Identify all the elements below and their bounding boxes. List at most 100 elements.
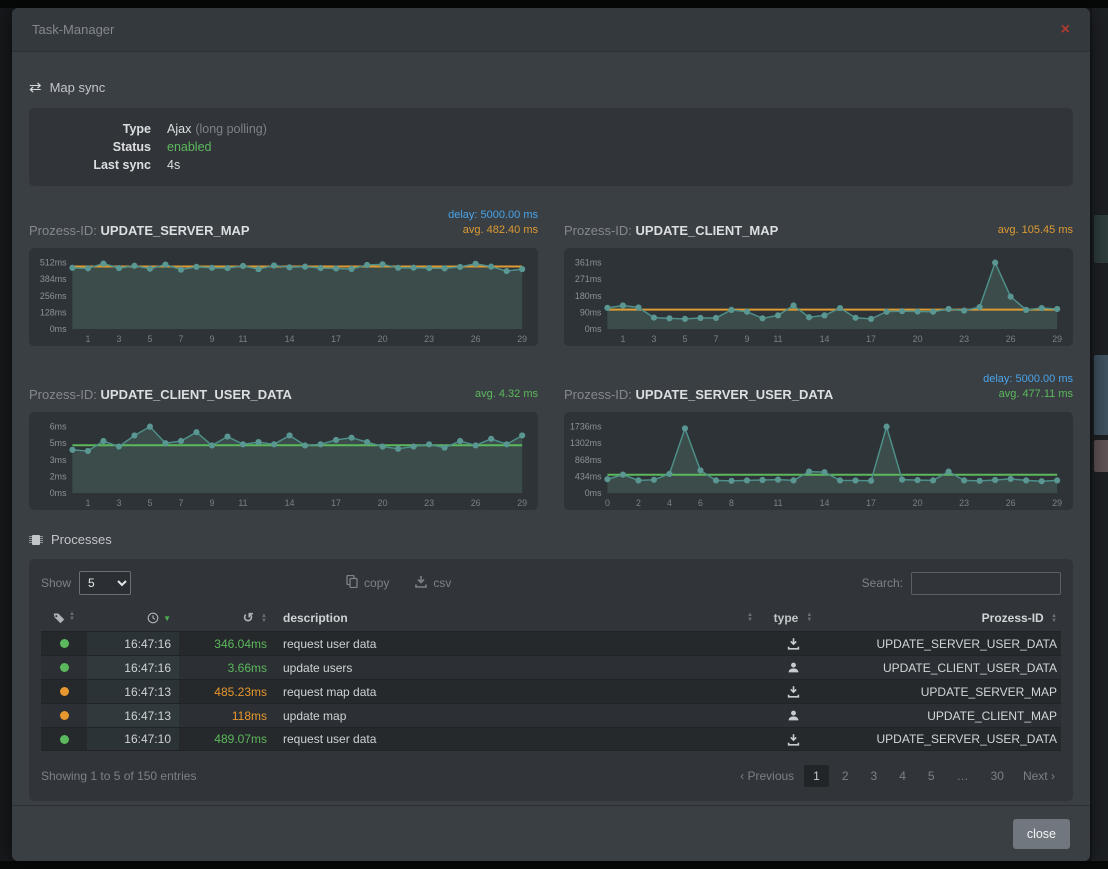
delay-label: delay: 5000.00 ms [983, 372, 1073, 387]
time-cell: 16:47:13 [87, 680, 179, 703]
svg-text:20: 20 [378, 498, 388, 508]
avg-label: avg. 482.40 ms [448, 223, 538, 238]
background-top-bar [0, 0, 1108, 8]
page-button[interactable]: 5 [919, 765, 944, 787]
svg-text:9: 9 [210, 498, 215, 508]
description-cell: request map data [275, 685, 761, 699]
search-label: Search: [862, 576, 903, 590]
page-button[interactable]: 3 [862, 765, 887, 787]
svg-text:868ms: 868ms [575, 455, 602, 465]
svg-text:5: 5 [682, 334, 687, 344]
chart-svg: 6ms5ms3ms2ms0ms1357911141720232629 [31, 414, 534, 508]
svg-text:17: 17 [866, 334, 876, 344]
dialog-body: ⇄ Map sync Type Ajax (long polling) Stat… [12, 52, 1090, 805]
svg-text:20: 20 [378, 334, 388, 344]
background-fragment [1094, 215, 1108, 263]
column-header-duration[interactable]: ↺ ▲▼ [179, 611, 275, 625]
status-cell [41, 687, 87, 696]
type-icon [761, 637, 825, 650]
page-ellipsis: … [948, 765, 978, 787]
svg-text:23: 23 [424, 334, 434, 344]
chart-meta: avg. 105.45 ms [998, 223, 1073, 238]
svg-text:434ms: 434ms [575, 471, 602, 481]
table-row: 16:47:16 346.04ms request user data UPDA… [41, 631, 1061, 655]
chart-meta: delay: 5000.00 ms avg. 482.40 ms [448, 208, 538, 238]
processes-table: ▲▼ ▼ ↺ ▲▼ description ▲▼ type [41, 605, 1061, 751]
map-sync-heading: ⇄ Map sync [29, 78, 1073, 96]
column-header-prozess-id[interactable]: Prozess-ID ▲▼ [825, 611, 1061, 625]
timing-chart: 6ms5ms3ms2ms0ms1357911141720232629 [29, 412, 538, 510]
svg-text:26: 26 [471, 334, 481, 344]
page-button[interactable]: 30 [982, 765, 1013, 787]
duration-cell: 118ms [179, 709, 275, 723]
next-page-button[interactable]: Next › [1017, 765, 1061, 787]
description-cell: request user data [275, 732, 761, 746]
column-header-description[interactable]: description [275, 611, 743, 625]
charts-grid: Prozess-ID: UPDATE_SERVER_MAP delay: 500… [29, 206, 1073, 510]
prozess-id-label: Prozess-ID [982, 611, 1044, 625]
svg-text:2ms: 2ms [50, 471, 67, 481]
chart-svg: 1736ms1302ms868ms434ms0ms024681114172023… [566, 414, 1069, 508]
info-label: Last sync [29, 156, 151, 174]
chart-update-server-user-data: Prozess-ID: UPDATE_SERVER_USER_DATA dela… [564, 370, 1073, 510]
show-label: Show [41, 576, 71, 590]
svg-text:7: 7 [179, 498, 184, 508]
svg-text:5ms: 5ms [50, 438, 67, 448]
status-dot [60, 735, 69, 744]
chart-meta: delay: 5000.00 ms avg. 477.11 ms [983, 372, 1073, 402]
svg-text:4: 4 [667, 498, 672, 508]
svg-text:14: 14 [820, 334, 830, 344]
table-controls: Show 5 copy csv Search: [41, 571, 1061, 595]
page-length-select[interactable]: 5 [79, 571, 131, 595]
chart-svg: 512ms384ms256ms128ms0ms13579111417202326… [31, 250, 534, 344]
page-button[interactable]: 2 [833, 765, 858, 787]
close-button[interactable]: close [1013, 819, 1070, 849]
task-manager-dialog: Task-Manager × ⇄ Map sync Type Ajax (lon… [12, 8, 1090, 861]
svg-text:3: 3 [116, 498, 121, 508]
svg-text:26: 26 [471, 498, 481, 508]
previous-page-button[interactable]: ‹ Previous [734, 765, 800, 787]
chart-update-client-map: Prozess-ID: UPDATE_CLIENT_MAP avg. 105.4… [564, 206, 1073, 346]
processes-heading: Processes [29, 532, 1073, 547]
time-cell: 16:47:10 [87, 728, 179, 750]
info-label: Type [29, 120, 151, 138]
column-header-status[interactable]: ▲▼ [41, 612, 87, 624]
column-header-type[interactable]: type ▲▼ [761, 611, 825, 625]
svg-text:256ms: 256ms [40, 291, 67, 301]
column-header-time[interactable]: ▼ [87, 612, 179, 624]
svg-text:11: 11 [238, 334, 247, 344]
sync-arrows-icon: ⇄ [29, 78, 42, 96]
processes-title: Processes [51, 532, 112, 547]
svg-text:7: 7 [179, 334, 184, 344]
chart-update-server-map: Prozess-ID: UPDATE_SERVER_MAP delay: 500… [29, 206, 538, 346]
svg-text:17: 17 [331, 334, 341, 344]
copy-icon [346, 575, 358, 591]
csv-button[interactable]: csv [415, 575, 451, 591]
svg-text:3ms: 3ms [50, 455, 67, 465]
export-buttons: copy csv [346, 575, 451, 591]
time-cell: 16:47:16 [87, 632, 179, 655]
svg-text:1736ms: 1736ms [570, 422, 602, 432]
avg-label: avg. 4.32 ms [475, 387, 538, 402]
page-button[interactable]: 4 [890, 765, 915, 787]
table-body: 16:47:16 346.04ms request user data UPDA… [41, 631, 1061, 751]
pagination: ‹ Previous 1 2 3 4 5 … 30 Next › [734, 765, 1061, 787]
chart-title: Prozess-ID: UPDATE_CLIENT_MAP [564, 223, 778, 238]
table-row: 16:47:13 485.23ms request map data UPDAT… [41, 679, 1061, 703]
status-dot [60, 663, 69, 672]
dialog-title: Task-Manager [32, 22, 114, 37]
page-button[interactable]: 1 [804, 765, 829, 787]
type-icon [761, 733, 825, 746]
csv-label: csv [433, 576, 451, 590]
copy-button[interactable]: copy [346, 575, 389, 591]
table-row: 16:47:13 118ms update map UPDATE_CLIENT_… [41, 703, 1061, 727]
svg-text:361ms: 361ms [575, 258, 602, 268]
info-row-lastsync: Last sync 4s [29, 156, 1073, 174]
info-extra: (long polling) [195, 120, 267, 138]
search-input[interactable] [911, 572, 1061, 595]
description-label: description [283, 611, 348, 625]
status-dot [60, 711, 69, 720]
info-value: 4s [167, 156, 180, 174]
background-bottom-bar [0, 861, 1108, 869]
close-icon[interactable]: × [1061, 22, 1070, 38]
